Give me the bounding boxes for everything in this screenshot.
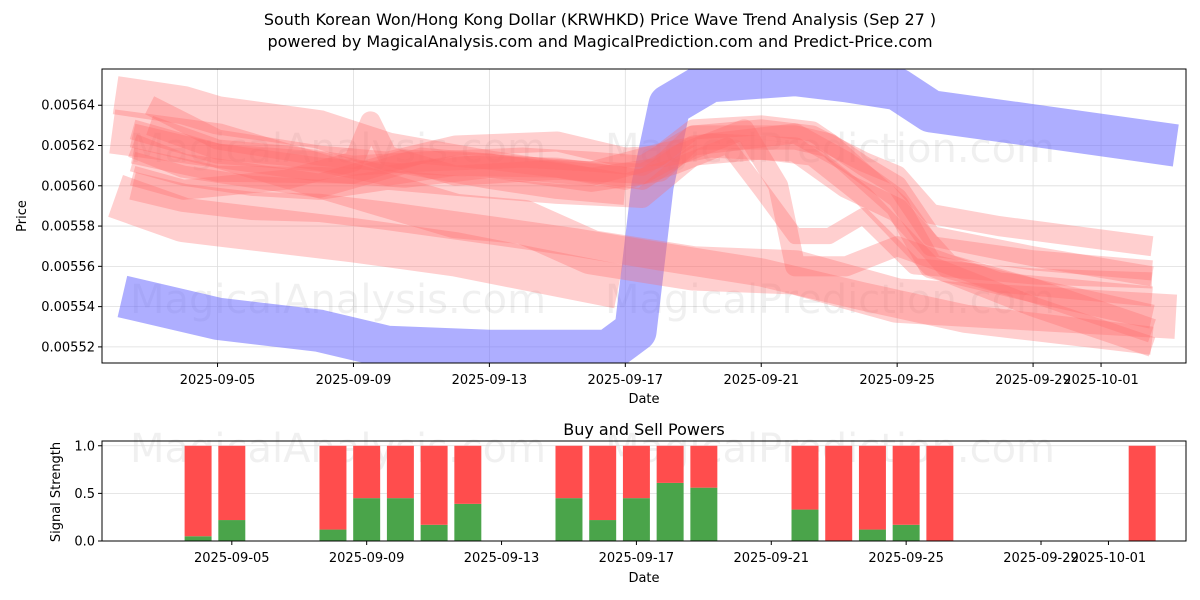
price-x-axis-label: Date <box>628 392 659 407</box>
price-y-tick-label: 0.00552 <box>41 340 95 355</box>
price-x-tick-label: 2025-09-17 <box>588 373 664 388</box>
price-axis-ticks: 0.00552 0.00554 0.00556 0.00558 0.00560 0.005… <box>41 99 1139 388</box>
buy-bar <box>791 509 819 541</box>
buy-bar <box>218 520 246 541</box>
watermark-prediction-bottom: MagicalPrediction.com <box>605 277 1055 323</box>
down-wave-band <box>129 119 1153 281</box>
price-x-tick-label: 2025-09-13 <box>452 373 528 388</box>
down-wave-band <box>129 172 1154 355</box>
buy-bar <box>555 498 583 541</box>
signal-x-tick-label: 2025-09-17 <box>599 551 675 566</box>
signal-y-tick-label: 1.0 <box>74 439 95 454</box>
sell-bar <box>454 445 482 504</box>
signal-y-axis-label: Signal Strength <box>49 442 64 542</box>
wave-bands <box>108 69 1179 363</box>
buy-bar <box>386 498 414 541</box>
sell-bar <box>589 445 617 521</box>
signal-x-tick-label: 2025-09-13 <box>464 551 540 566</box>
sell-bar <box>1128 445 1156 541</box>
signal-y-tick-label: 0.0 <box>74 535 95 550</box>
buy-bar <box>353 498 381 541</box>
signal-axis-ticks: 0.0 0.5 1.0 2025-09-05 2025-09-09 2025-09-13 2… <box>74 439 1146 566</box>
sell-bar <box>791 445 819 510</box>
buy-bar <box>319 529 347 541</box>
signal-axes-frame <box>101 440 1187 542</box>
buy-bar <box>420 524 448 541</box>
down-wave-band <box>129 111 1153 307</box>
price-y-tick-label: 0.00558 <box>41 220 95 235</box>
down-wave-band <box>129 123 1155 329</box>
watermark-analysis-top: MagicalAnalysis.com <box>130 126 546 172</box>
down-wave-band <box>130 137 1153 289</box>
buy-bar <box>454 503 482 541</box>
buy-bar <box>656 482 684 541</box>
chart-title: South Korean Won/Hong Kong Dollar (KRWHK… <box>263 10 937 29</box>
up-wave-band <box>117 69 1179 363</box>
signal-bars <box>184 445 1156 541</box>
down-wave-band <box>108 175 623 309</box>
price-x-tick-label: 2025-09-25 <box>859 373 935 388</box>
price-y-tick-label: 0.00564 <box>41 99 95 114</box>
sell-bar <box>218 445 246 521</box>
chart-subtitle: powered by MagicalAnalysis.com and Magic… <box>267 32 933 51</box>
signal-x-tick-label: 2025-10-01 <box>1071 551 1147 566</box>
signal-x-axis-label: Date <box>628 571 659 586</box>
sell-bar <box>858 445 886 530</box>
signal-x-tick-label: 2025-09-25 <box>868 551 944 566</box>
down-wave-band <box>128 133 1156 343</box>
buy-bar <box>622 498 650 541</box>
sell-bar <box>825 445 853 541</box>
signal-x-tick-label: 2025-09-21 <box>734 551 810 566</box>
price-x-tick-label: 2025-10-01 <box>1063 373 1139 388</box>
signal-chart-title: Buy and Sell Powers <box>563 420 725 439</box>
signal-x-tick-label: 2025-09-09 <box>329 551 405 566</box>
price-axes-frame <box>101 68 1187 364</box>
sell-bar <box>386 445 414 499</box>
sell-bar <box>420 445 448 525</box>
price-x-tick-label: 2025-09-21 <box>723 373 799 388</box>
down-wave-band <box>112 76 627 205</box>
buy-bar <box>892 524 920 541</box>
price-x-tick-label: 2025-09-29 <box>995 373 1071 388</box>
price-y-tick-label: 0.00562 <box>41 139 95 154</box>
price-y-axis-label: Price <box>15 200 30 232</box>
signal-y-tick-label: 0.5 <box>74 487 95 502</box>
buy-bar <box>858 529 886 541</box>
down-wave-band <box>146 115 1154 257</box>
signal-x-tick-label: 2025-09-05 <box>194 551 270 566</box>
sell-bar <box>926 445 954 541</box>
sell-bar <box>353 445 381 499</box>
price-x-tick-label: 2025-09-09 <box>316 373 392 388</box>
price-y-tick-label: 0.00556 <box>41 260 95 275</box>
buy-bar <box>184 536 212 541</box>
sell-bar <box>184 445 212 537</box>
sell-bar <box>892 445 920 525</box>
sell-bar <box>690 445 718 488</box>
sell-bar <box>656 445 684 483</box>
price-y-tick-label: 0.00554 <box>41 300 95 315</box>
price-y-tick-label: 0.00560 <box>41 179 95 194</box>
price-x-tick-label: 2025-09-05 <box>180 373 256 388</box>
buy-bar <box>690 487 718 541</box>
down-wave-band <box>109 109 1178 339</box>
down-wave-band <box>145 96 1154 287</box>
buy-bar <box>589 520 617 541</box>
signal-x-tick-label: 2025-09-29 <box>1003 551 1079 566</box>
sell-bar <box>622 445 650 499</box>
sell-bar <box>555 445 583 499</box>
down-wave-band <box>129 139 1156 357</box>
sell-bar <box>319 445 347 530</box>
